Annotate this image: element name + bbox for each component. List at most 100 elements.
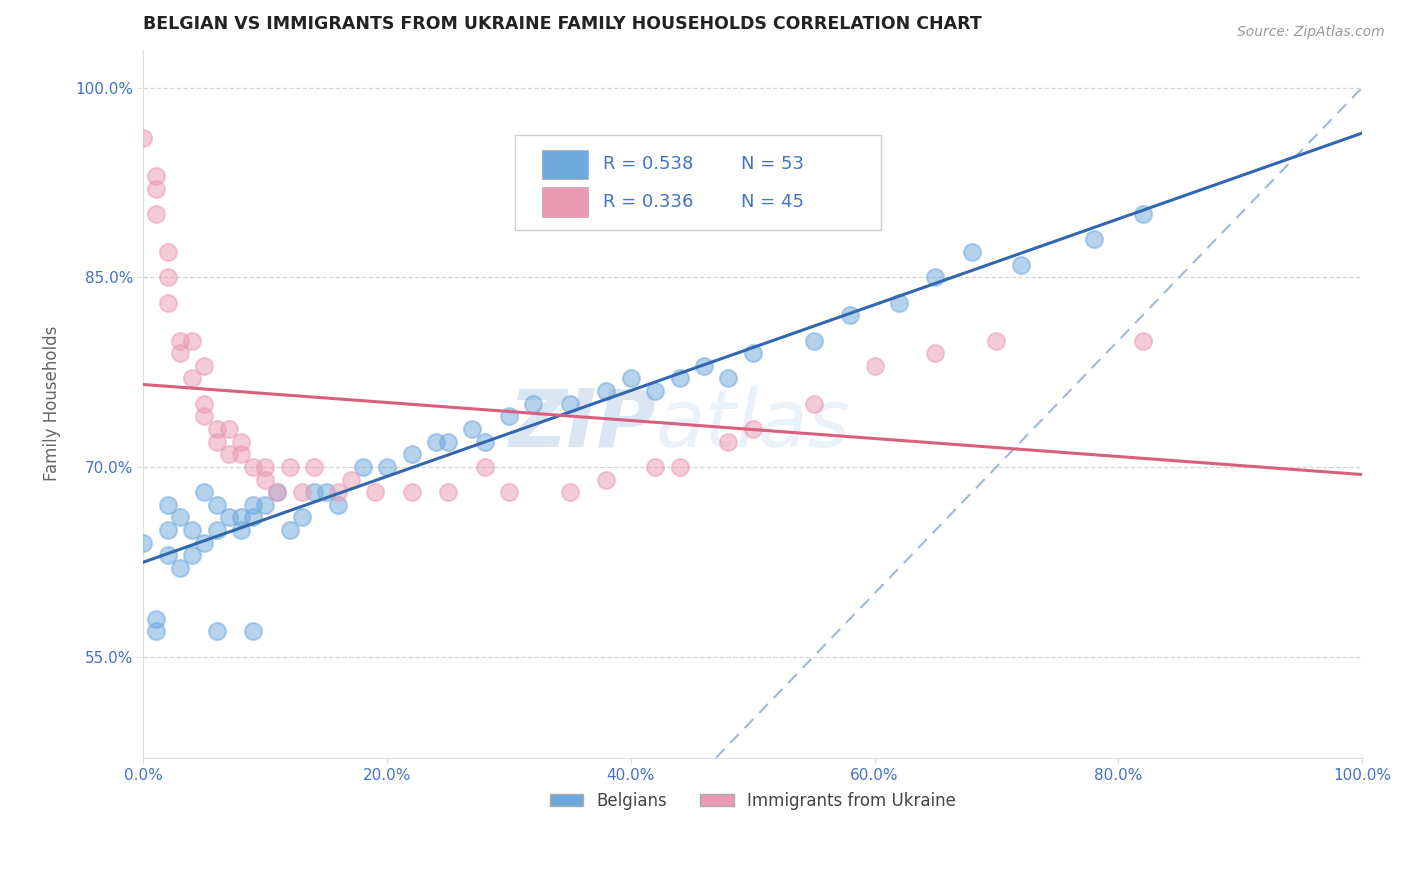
Point bbox=[668, 459, 690, 474]
Point bbox=[803, 334, 825, 348]
Point bbox=[291, 510, 314, 524]
Point bbox=[132, 131, 155, 145]
Point bbox=[181, 334, 204, 348]
Point bbox=[558, 397, 581, 411]
Point bbox=[145, 182, 167, 196]
Point bbox=[169, 561, 191, 575]
Point bbox=[169, 334, 191, 348]
Point bbox=[156, 295, 179, 310]
Point bbox=[595, 473, 617, 487]
Text: R = 0.336: R = 0.336 bbox=[603, 193, 693, 211]
Point bbox=[291, 485, 314, 500]
Point bbox=[169, 346, 191, 360]
Point bbox=[156, 245, 179, 260]
Point bbox=[364, 485, 387, 500]
Point bbox=[924, 270, 946, 285]
Point bbox=[328, 498, 350, 512]
Point bbox=[145, 612, 167, 626]
Point bbox=[193, 535, 215, 549]
Point bbox=[242, 624, 264, 639]
Point bbox=[474, 434, 496, 449]
Point bbox=[717, 371, 740, 385]
Point bbox=[401, 485, 423, 500]
Point bbox=[498, 485, 520, 500]
Point bbox=[717, 434, 740, 449]
Point bbox=[1010, 258, 1032, 272]
Point bbox=[644, 459, 666, 474]
Point bbox=[693, 359, 716, 373]
Point bbox=[595, 384, 617, 398]
Point bbox=[401, 447, 423, 461]
Point bbox=[315, 485, 337, 500]
Point bbox=[156, 498, 179, 512]
Point bbox=[668, 371, 690, 385]
Point bbox=[242, 498, 264, 512]
Point bbox=[229, 523, 252, 537]
Point bbox=[156, 523, 179, 537]
Point bbox=[620, 371, 643, 385]
Point bbox=[839, 308, 862, 322]
Point bbox=[205, 624, 228, 639]
Point bbox=[1083, 232, 1105, 246]
Point bbox=[498, 409, 520, 424]
Point bbox=[145, 207, 167, 221]
Point bbox=[644, 384, 666, 398]
Point bbox=[254, 473, 277, 487]
Point bbox=[242, 510, 264, 524]
Point bbox=[461, 422, 484, 436]
Point bbox=[960, 245, 983, 260]
Point bbox=[1132, 207, 1154, 221]
FancyBboxPatch shape bbox=[515, 135, 880, 230]
Text: atlas: atlas bbox=[655, 386, 851, 464]
Point bbox=[437, 434, 460, 449]
Point bbox=[145, 169, 167, 184]
Point bbox=[302, 485, 325, 500]
Point bbox=[218, 447, 240, 461]
Point bbox=[254, 498, 277, 512]
Point bbox=[803, 397, 825, 411]
FancyBboxPatch shape bbox=[541, 150, 588, 179]
Point bbox=[375, 459, 398, 474]
Point bbox=[266, 485, 288, 500]
Point bbox=[328, 485, 350, 500]
Point bbox=[181, 523, 204, 537]
Point bbox=[181, 371, 204, 385]
Point bbox=[218, 510, 240, 524]
Point bbox=[437, 485, 460, 500]
Point bbox=[205, 434, 228, 449]
Point bbox=[558, 485, 581, 500]
Point bbox=[156, 270, 179, 285]
Point bbox=[741, 422, 763, 436]
Point bbox=[205, 422, 228, 436]
Point bbox=[229, 447, 252, 461]
Point bbox=[145, 624, 167, 639]
Point bbox=[156, 549, 179, 563]
Point bbox=[132, 535, 155, 549]
Point bbox=[986, 334, 1008, 348]
Point bbox=[169, 510, 191, 524]
Point bbox=[229, 434, 252, 449]
Point bbox=[278, 523, 301, 537]
Point bbox=[181, 549, 204, 563]
Point bbox=[474, 459, 496, 474]
Text: ZIP: ZIP bbox=[508, 386, 655, 464]
Point bbox=[254, 459, 277, 474]
FancyBboxPatch shape bbox=[541, 187, 588, 217]
Point bbox=[741, 346, 763, 360]
Point bbox=[924, 346, 946, 360]
Point bbox=[339, 473, 361, 487]
Point bbox=[1132, 334, 1154, 348]
Point bbox=[193, 397, 215, 411]
Point bbox=[887, 295, 910, 310]
Text: R = 0.538: R = 0.538 bbox=[603, 155, 693, 174]
Point bbox=[302, 459, 325, 474]
Legend: Belgians, Immigrants from Ukraine: Belgians, Immigrants from Ukraine bbox=[543, 785, 963, 816]
Point bbox=[352, 459, 374, 474]
Point bbox=[425, 434, 447, 449]
Text: BELGIAN VS IMMIGRANTS FROM UKRAINE FAMILY HOUSEHOLDS CORRELATION CHART: BELGIAN VS IMMIGRANTS FROM UKRAINE FAMIL… bbox=[143, 15, 983, 33]
Point bbox=[863, 359, 886, 373]
Point bbox=[522, 397, 544, 411]
Point bbox=[193, 409, 215, 424]
Text: N = 53: N = 53 bbox=[741, 155, 803, 174]
Point bbox=[218, 422, 240, 436]
